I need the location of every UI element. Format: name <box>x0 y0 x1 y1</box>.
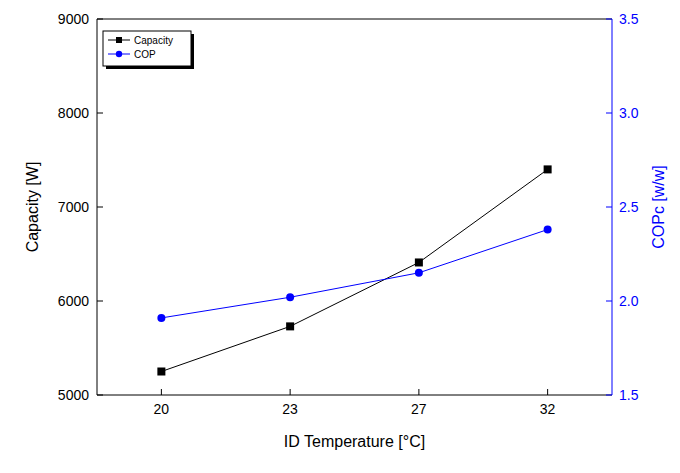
y-axis-title: Capacity [W] <box>24 162 41 253</box>
frame-top <box>97 19 612 20</box>
series-line <box>161 230 547 318</box>
y-tick-label: 6000 <box>58 293 89 309</box>
y2-tick-label: 1.5 <box>619 387 639 403</box>
y2-tick <box>606 19 612 20</box>
x-tick-label: 23 <box>282 401 298 417</box>
series-line <box>161 169 547 371</box>
marker <box>544 165 552 173</box>
y-tick <box>97 395 103 396</box>
marker <box>415 269 423 277</box>
x-tick-label: 32 <box>540 401 556 417</box>
y-tick <box>97 19 103 20</box>
legend-marker <box>116 51 122 57</box>
marker <box>286 293 294 301</box>
chart: 5000 6000 7000 8000 9000 1.5 2.0 2.5 3.0 3.5 20 23 2… <box>0 0 680 473</box>
y2-tick <box>606 207 612 208</box>
y-tick-label: 7000 <box>58 199 89 215</box>
y2-tick <box>606 113 612 114</box>
x-tick <box>161 389 162 395</box>
x-tick <box>418 389 419 395</box>
y-tick <box>97 207 103 208</box>
legend-marker <box>116 37 122 43</box>
legend-label: COP <box>134 49 156 60</box>
x-tick <box>547 389 548 395</box>
marker <box>286 322 294 330</box>
y2-tick-label: 2.5 <box>619 199 639 215</box>
legend-label: Capacity <box>134 35 173 46</box>
x-tick-label: 20 <box>154 401 170 417</box>
marker <box>157 368 165 376</box>
y-tick <box>97 301 103 302</box>
x-axis-title: ID Temperature [°C] <box>284 433 425 450</box>
y-tick-label: 8000 <box>58 105 89 121</box>
y2-tick-label: 3.5 <box>619 11 639 27</box>
legend-box <box>103 31 191 66</box>
y2-tick-label: 2.0 <box>619 293 639 309</box>
x-tick <box>290 389 291 395</box>
x-tick-label: 27 <box>411 401 427 417</box>
y2-tick <box>606 395 612 396</box>
legend: Capacity COP <box>103 31 194 69</box>
y2-tick <box>606 301 612 302</box>
marker <box>157 314 165 322</box>
marker <box>415 258 423 266</box>
y-tick <box>97 113 103 114</box>
y-tick-label: 5000 <box>58 387 89 403</box>
y-tick-label: 9000 <box>58 11 89 27</box>
y2-tick-label: 3.0 <box>619 105 639 121</box>
y2-axis-title: COPc [w/w] <box>650 165 667 249</box>
marker <box>544 226 552 234</box>
plot-area <box>157 165 551 375</box>
x-axis <box>97 395 612 396</box>
